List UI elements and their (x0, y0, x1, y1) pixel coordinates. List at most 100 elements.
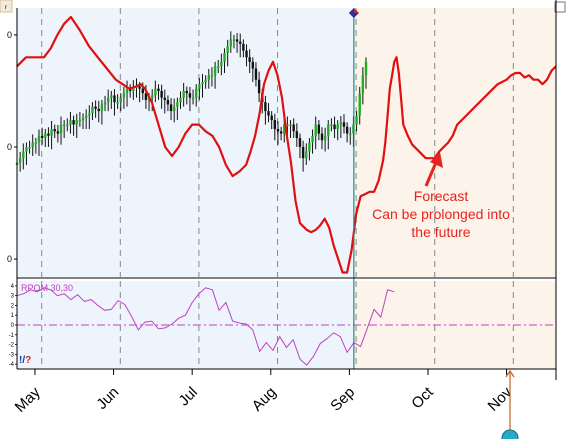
candle-body[interactable] (81, 117, 85, 121)
candle-body[interactable] (34, 142, 38, 145)
candle-body[interactable] (235, 39, 239, 42)
candle-body[interactable] (314, 124, 317, 136)
forecast-line[interactable] (16, 15, 557, 274)
candle-body[interactable] (132, 86, 135, 91)
candle-body[interactable] (37, 135, 41, 143)
candle-body[interactable] (50, 129, 53, 136)
candle-body[interactable] (100, 104, 104, 112)
candle-body[interactable] (138, 86, 141, 89)
candle-body[interactable] (44, 133, 47, 139)
pin-marker-icon[interactable] (501, 369, 519, 439)
candle-body[interactable] (336, 124, 339, 130)
candle-body[interactable] (18, 158, 22, 163)
candle-body[interactable] (103, 102, 107, 105)
candle-body[interactable] (289, 124, 292, 127)
candle-body[interactable] (59, 124, 63, 134)
candle-body[interactable] (88, 113, 91, 116)
candle-body[interactable] (226, 46, 229, 53)
candle-body[interactable] (327, 124, 330, 136)
candle-body[interactable] (75, 120, 78, 125)
candle-body[interactable] (242, 43, 245, 51)
candle-body[interactable] (125, 88, 129, 94)
candle-body[interactable] (56, 131, 60, 134)
candle-body[interactable] (25, 146, 28, 152)
candle-body[interactable] (251, 61, 255, 69)
price-panel[interactable]: 0 0 0 (7, 8, 557, 277)
candle-body[interactable] (66, 124, 69, 127)
candle-body[interactable] (267, 111, 270, 116)
candle-body[interactable] (361, 75, 365, 94)
candle-body[interactable] (330, 124, 333, 127)
corner-tab[interactable] (0, 0, 13, 13)
candle-body[interactable] (229, 39, 233, 47)
candle-body[interactable] (276, 129, 280, 132)
candle-body[interactable] (213, 66, 217, 76)
indicator-line[interactable] (16, 287, 395, 366)
checkbox-icon[interactable] (554, 1, 566, 13)
candle-body[interactable] (301, 146, 305, 159)
candle-body[interactable] (40, 135, 44, 139)
candle-body[interactable] (223, 52, 226, 62)
candle-body[interactable] (195, 88, 198, 98)
candle-body[interactable] (94, 106, 97, 109)
candle-body[interactable] (116, 102, 119, 104)
candle-body[interactable] (298, 138, 302, 147)
candle-body[interactable] (198, 84, 201, 89)
candle-body[interactable] (286, 124, 289, 127)
candle-body[interactable] (84, 115, 88, 118)
candle-body[interactable] (232, 39, 236, 41)
candle-body[interactable] (264, 102, 267, 112)
candle-body[interactable] (201, 81, 204, 85)
candle-body[interactable] (28, 146, 31, 149)
candle-body[interactable] (154, 88, 157, 96)
candle-body[interactable] (292, 124, 295, 132)
candle-body[interactable] (182, 90, 185, 98)
candle-body[interactable] (166, 99, 170, 105)
candle-body[interactable] (191, 97, 195, 100)
candle-body[interactable] (355, 115, 358, 125)
candle-body[interactable] (320, 133, 324, 141)
candle-body[interactable] (283, 124, 286, 134)
candle-body[interactable] (47, 133, 50, 136)
candle-body[interactable] (257, 79, 261, 94)
candle-body[interactable] (295, 131, 299, 139)
candle-body[interactable] (333, 124, 336, 130)
candle-body[interactable] (160, 90, 163, 98)
candle-body[interactable] (176, 102, 179, 107)
candle-body[interactable] (210, 75, 214, 77)
candle-body[interactable] (339, 122, 343, 125)
candle-body[interactable] (279, 131, 283, 134)
candle-body[interactable] (220, 61, 223, 67)
diamond-marker-icon[interactable] (348, 8, 359, 18)
candle-body[interactable] (188, 93, 192, 98)
candle-body[interactable] (179, 97, 182, 103)
candle-body[interactable] (248, 57, 251, 62)
candle-body[interactable] (122, 93, 126, 98)
candle-body[interactable] (358, 93, 361, 116)
candle-body[interactable] (317, 124, 321, 134)
candle-body[interactable] (254, 68, 258, 80)
candle-body[interactable] (364, 61, 368, 76)
candle-body[interactable] (78, 120, 82, 122)
candle-body[interactable] (323, 135, 327, 141)
candle-body[interactable] (342, 122, 346, 127)
candle-body[interactable] (106, 97, 110, 103)
candle-body[interactable] (349, 133, 352, 136)
candle-body[interactable] (144, 93, 148, 100)
candle-body[interactable] (141, 88, 144, 94)
candle-body[interactable] (128, 88, 132, 91)
candle-body[interactable] (97, 108, 100, 112)
candle-body[interactable] (245, 50, 248, 58)
candle-body[interactable] (163, 97, 166, 100)
candle-body[interactable] (157, 88, 160, 91)
candle-body[interactable] (270, 115, 273, 121)
help-text[interactable]: !/? (19, 355, 31, 366)
candle-body[interactable] (31, 142, 34, 147)
candle-body[interactable] (311, 135, 314, 143)
candle-body[interactable] (72, 120, 75, 125)
candle-body[interactable] (119, 97, 122, 103)
candle-body[interactable] (185, 90, 188, 94)
candle-body[interactable] (110, 95, 113, 98)
candle-body[interactable] (69, 120, 72, 125)
